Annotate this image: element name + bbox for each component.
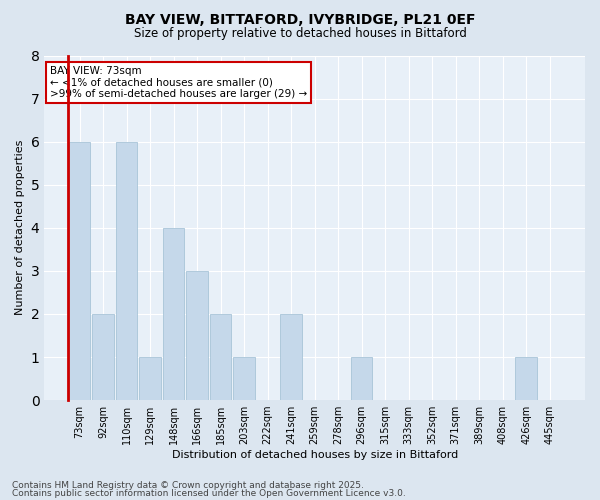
Bar — [515, 357, 537, 400]
Bar — [351, 357, 373, 400]
X-axis label: Distribution of detached houses by size in Bittaford: Distribution of detached houses by size … — [172, 450, 458, 460]
Bar — [116, 142, 137, 400]
Text: Contains public sector information licensed under the Open Government Licence v3: Contains public sector information licen… — [12, 489, 406, 498]
Text: Size of property relative to detached houses in Bittaford: Size of property relative to detached ho… — [134, 28, 466, 40]
Text: Contains HM Land Registry data © Crown copyright and database right 2025.: Contains HM Land Registry data © Crown c… — [12, 480, 364, 490]
Y-axis label: Number of detached properties: Number of detached properties — [15, 140, 25, 316]
Text: BAY VIEW: 73sqm
← <1% of detached houses are smaller (0)
>99% of semi-detached h: BAY VIEW: 73sqm ← <1% of detached houses… — [50, 66, 307, 99]
Bar — [163, 228, 184, 400]
Bar — [69, 142, 91, 400]
Bar — [280, 314, 302, 400]
Bar — [187, 271, 208, 400]
Bar — [139, 357, 161, 400]
Bar — [210, 314, 232, 400]
Bar — [233, 357, 255, 400]
Bar — [92, 314, 114, 400]
Text: BAY VIEW, BITTAFORD, IVYBRIDGE, PL21 0EF: BAY VIEW, BITTAFORD, IVYBRIDGE, PL21 0EF — [125, 12, 475, 26]
